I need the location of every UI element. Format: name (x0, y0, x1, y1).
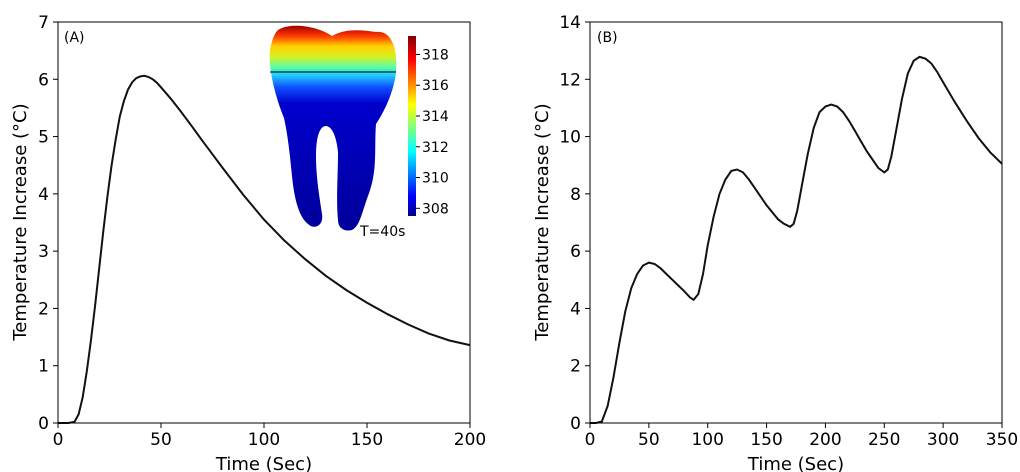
panel-a-label: (A) (64, 30, 85, 46)
panel-b-y-axis-title: Temperature Increase (°C) (532, 103, 553, 341)
panel-a-x-tick-label: 0 (53, 430, 64, 450)
colorbar-ticks: 308 310 312 314 316 318 (416, 47, 449, 217)
panel-b-x-tick-label: 300 (927, 430, 959, 450)
panel-b-temperature-curve (590, 55, 1003, 424)
inset-time-caption: T=40s (359, 224, 405, 240)
colorbar-tick-label: 312 (422, 140, 449, 156)
panel-b-y-tick-label: 6 (570, 242, 581, 262)
panel-a-y-tick-label: 2 (38, 299, 49, 319)
tooth-thermal-map (269, 25, 397, 231)
panel-b-y-tick-label: 8 (570, 185, 581, 205)
panel-a-y-tick-label: 0 (38, 414, 49, 434)
panel-b-x-tick-label: 0 (585, 430, 596, 450)
panel-b-y-tick-label: 0 (570, 414, 581, 434)
panel-b-frame (589, 21, 1003, 424)
panel-a-y-axis-title: Temperature Increase (°C) (10, 103, 31, 341)
panel-b-x-tick-label: 200 (809, 430, 841, 450)
panel-a: 0 50 100 150 200 0 1 2 3 4 5 6 7 (A) Time (Sec) Temp… (10, 13, 486, 472)
panel-b-y-tick-label: 14 (559, 13, 581, 33)
panel-a-y-tick-label: 4 (38, 185, 49, 205)
panel-b-y-tick-label: 10 (559, 128, 581, 148)
panel-a-frame (57, 21, 471, 424)
panel-b-y-tick-label: 2 (570, 357, 581, 377)
panel-a-y-tick-label: 7 (38, 13, 49, 33)
panel-a-x-tick-label: 50 (150, 430, 172, 450)
panel-a-x-tick-label: 150 (351, 430, 383, 450)
panel-b-y-tick-label: 4 (570, 299, 581, 319)
colorbar-tick-label: 310 (422, 171, 449, 187)
colorbar-tick-label: 316 (422, 78, 449, 94)
panel-a-temperature-curve (58, 74, 471, 424)
colorbar (408, 36, 416, 216)
colorbar-tick-label: 314 (422, 109, 449, 125)
panel-a-y-tick-label: 1 (38, 357, 49, 377)
panel-a-x-tick-label: 100 (248, 430, 280, 450)
panel-b-label: (B) (597, 30, 618, 46)
panel-b-x-tick-label: 50 (638, 430, 660, 450)
panel-a-y-tick-label: 3 (38, 242, 49, 262)
panel-b-x-axis-title: Time (Sec) (747, 454, 844, 472)
colorbar-tick-label: 318 (422, 47, 449, 63)
colorbar-tick-label: 308 (422, 201, 449, 217)
panel-a-y-tick-label: 6 (38, 70, 49, 90)
panel-a-ticks: 0 50 100 150 200 0 1 2 3 4 5 6 7 (38, 13, 486, 450)
panel-b-x-tick-label: 350 (986, 430, 1018, 450)
panel-b-ticks: 0 50 100 150 200 250 300 350 0 2 4 6 8 10 12 14 (559, 13, 1018, 450)
panel-b-x-tick-label: 250 (868, 430, 900, 450)
panel-a-x-tick-label: 200 (454, 430, 486, 450)
panel-a-x-axis-title: Time (Sec) (215, 454, 312, 472)
panel-b: 0 50 100 150 200 250 300 350 0 2 4 6 8 10 12 14 (B) Tim… (532, 13, 1018, 472)
panel-b-y-tick-label: 12 (559, 70, 581, 90)
panel-b-x-tick-label: 150 (750, 430, 782, 450)
tooth-inset: 308 310 312 314 316 318 T=40s (269, 25, 449, 240)
panel-a-y-tick-label: 5 (38, 128, 49, 148)
panel-b-x-tick-label: 100 (691, 430, 723, 450)
